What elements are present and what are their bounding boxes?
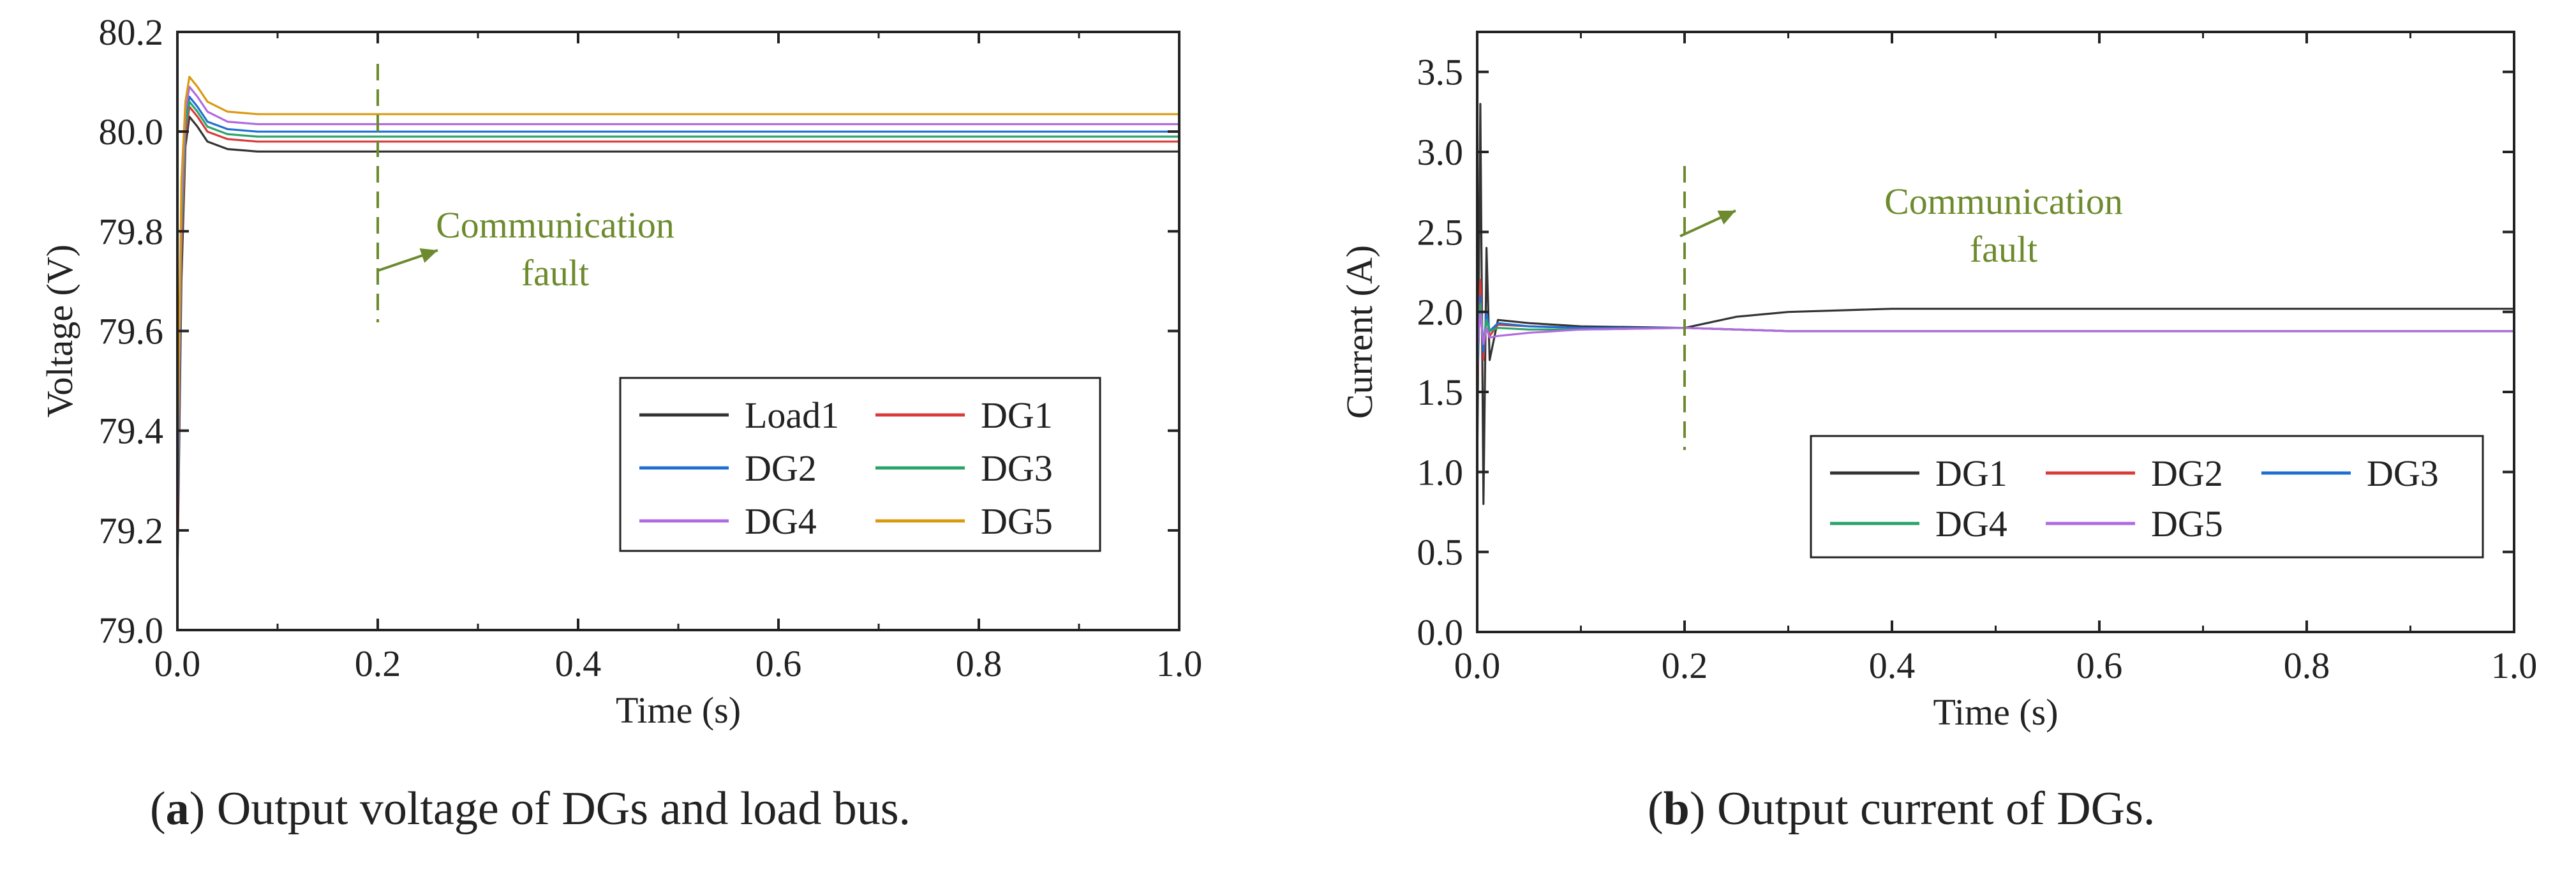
panel-a-xtick-label: 0.4 bbox=[555, 643, 602, 684]
panel-a-ytick-label: 80.2 bbox=[99, 11, 164, 53]
panel-b-xtick-label: 0.8 bbox=[2284, 645, 2330, 686]
panel-a-series-dg5 bbox=[177, 75, 1179, 456]
panel-a-xlabel: Time (s) bbox=[616, 689, 741, 731]
panel-b-ytick-label: 3.5 bbox=[1417, 52, 1464, 93]
caption-b-text: Output current of DGs. bbox=[1716, 783, 2155, 835]
panel-a-legend-label-dg1: DG1 bbox=[981, 395, 1053, 436]
panel-a-ylabel: Voltage (V) bbox=[39, 244, 80, 417]
panel-a-ytick-label: 80.0 bbox=[99, 111, 164, 153]
panel-a-fault-arrowhead bbox=[419, 248, 438, 263]
panel-b-legend-label-dg5: DG5 bbox=[2151, 503, 2223, 545]
panel-a-xtick-label: 1.0 bbox=[1156, 643, 1203, 684]
panel-a-ytick-label: 79.8 bbox=[99, 211, 164, 252]
caption-b: (b) Output current of DGs. bbox=[1648, 783, 2155, 835]
panel-a-xtick-label: 0.6 bbox=[756, 643, 802, 684]
panel-a-xtick-label: 0.0 bbox=[154, 643, 201, 684]
panel-b-xtick-label: 0.2 bbox=[1662, 645, 1708, 686]
panel-b-ytick-label: 2.5 bbox=[1417, 211, 1464, 253]
panel-b-xtick-label: 1.0 bbox=[2491, 645, 2538, 686]
panel-b-xlabel: Time (s) bbox=[1933, 691, 2058, 733]
panel-a-legend-label-dg4: DG4 bbox=[745, 500, 817, 542]
panel-b-ytick-label: 1.5 bbox=[1417, 372, 1464, 413]
panel-b-legend-box bbox=[1810, 435, 2484, 559]
panel-a-series-dg3 bbox=[177, 100, 1179, 506]
panel-b-legend-label-dg1: DG1 bbox=[1935, 453, 2007, 494]
panel-b-ytick-label: 0.0 bbox=[1417, 612, 1464, 653]
panel-b-xtick-label: 0.4 bbox=[1869, 645, 1916, 686]
panel-b-series-dg5 bbox=[1477, 311, 2514, 352]
panel-b-legend-label-dg2: DG2 bbox=[2151, 453, 2223, 494]
panel-a-ytick-label: 79.2 bbox=[99, 510, 164, 552]
panel-a-annotation-text: Communication bbox=[436, 204, 674, 246]
panel-b-series-dg1 bbox=[1477, 103, 2514, 506]
panel-b-annotation-text: fault bbox=[1970, 229, 2037, 270]
panel-a-ytick-label: 79.4 bbox=[99, 410, 164, 452]
panel-a-legend-label-dg2: DG2 bbox=[745, 447, 817, 489]
caption-a-text: Output voltage of DGs and load bus. bbox=[216, 783, 911, 835]
panel-b-annotation-text: Communication bbox=[1884, 181, 2123, 222]
panel-b-legend-label-dg3: DG3 bbox=[2367, 453, 2439, 494]
panel-b-ytick-label: 0.5 bbox=[1417, 532, 1464, 573]
panel-b-ylabel: Current (A) bbox=[1339, 245, 1380, 419]
panel-b-ytick-label: 1.0 bbox=[1417, 451, 1464, 493]
caption-a-letter: a bbox=[165, 783, 190, 835]
panel-b-series-dg2 bbox=[1477, 278, 2514, 393]
caption-a: (a) Output voltage of DGs and load bus. bbox=[150, 783, 911, 835]
panel-a-ytick-label: 79.0 bbox=[99, 610, 164, 651]
panel-b-ytick-label: 3.0 bbox=[1417, 132, 1464, 173]
panel-b-series-group bbox=[1477, 103, 2514, 506]
panel-a: 0.0 0.2 0.4 0.6 0.8 1.0 79.0 79.2 79.4 79.6 79.8 80… bbox=[39, 11, 1202, 731]
panel-b: 0.0 0.2 0.4 0.6 0.8 1.0 0.0 0.5 1.0 1.5 2.0 2.5 3.0 3… bbox=[1339, 31, 2538, 733]
caption-b-letter: b bbox=[1663, 783, 1690, 835]
panel-b-fault-arrowhead bbox=[1717, 210, 1736, 225]
panel-a-legend-label-dg3: DG3 bbox=[981, 447, 1053, 489]
panel-a-ytick-label: 79.6 bbox=[99, 311, 164, 352]
panel-a-xtick-label: 0.2 bbox=[355, 643, 401, 684]
panel-a-legend-label-dg5: DG5 bbox=[981, 500, 1053, 542]
panel-a-annotation-text: fault bbox=[521, 252, 589, 294]
panel-b-legend-label-dg4: DG4 bbox=[1935, 503, 2007, 545]
panel-b-xtick-label: 0.0 bbox=[1454, 645, 1501, 686]
panel-a-legend-label-load1: Load1 bbox=[745, 395, 839, 436]
panel-b-xtick-label: 0.6 bbox=[2076, 645, 2123, 686]
panel-a-xtick-label: 0.8 bbox=[956, 643, 1002, 684]
panel-b-ytick-label: 2.0 bbox=[1417, 292, 1464, 333]
